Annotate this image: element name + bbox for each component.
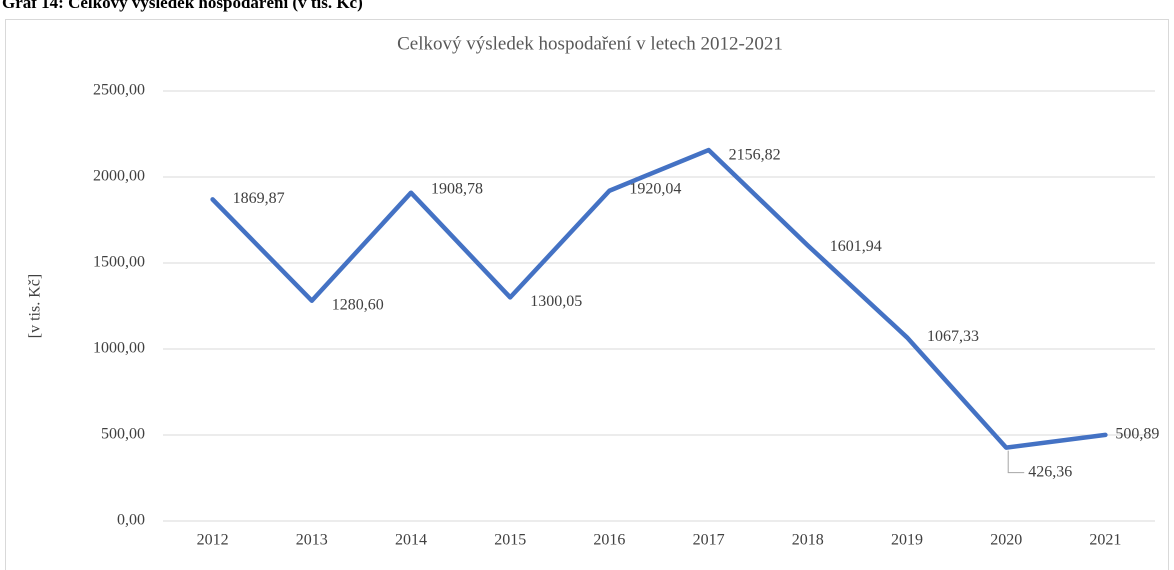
x-tick-label: 2013 bbox=[296, 532, 328, 549]
data-label: 1869,87 bbox=[233, 190, 285, 207]
y-tick-label: 2500,00 bbox=[93, 82, 145, 99]
x-tick-label: 2020 bbox=[990, 532, 1022, 549]
chart-title: Celkový výsledek hospodaření v letech 20… bbox=[397, 33, 783, 54]
y-tick-label: 1000,00 bbox=[93, 340, 145, 357]
x-tick-label: 2017 bbox=[693, 532, 725, 549]
y-tick-label: 1500,00 bbox=[93, 254, 145, 271]
data-label: 1908,78 bbox=[431, 180, 483, 197]
data-label: 1300,05 bbox=[530, 293, 582, 310]
x-tick-label: 2012 bbox=[197, 532, 229, 549]
y-tick-label: 0,00 bbox=[117, 512, 145, 529]
data-label: 1067,33 bbox=[927, 328, 979, 345]
y-axis-label: [v tis. Kč] bbox=[27, 274, 44, 338]
x-tick-label: 2018 bbox=[792, 532, 824, 549]
data-label: 426,36 bbox=[1028, 463, 1072, 480]
caption: Graf 14: Celkový výsledek hospodaření (v… bbox=[2, 0, 363, 12]
y-tick-label: 500,00 bbox=[101, 426, 145, 443]
line-series bbox=[210, 147, 1108, 450]
x-tick-label: 2021 bbox=[1089, 532, 1121, 549]
leader-line bbox=[1007, 450, 1025, 474]
x-tick-label: 2019 bbox=[891, 532, 923, 549]
chart-border bbox=[5, 19, 1169, 570]
x-tick-label: 2014 bbox=[395, 532, 427, 549]
data-label: 2156,82 bbox=[729, 147, 781, 164]
x-tick-label: 2015 bbox=[494, 532, 526, 549]
x-tick-label: 2016 bbox=[593, 532, 625, 549]
y-tick-label: 2000,00 bbox=[93, 168, 145, 185]
data-label: 1280,60 bbox=[332, 296, 384, 313]
data-label: 500,89 bbox=[1115, 426, 1159, 443]
data-label: 1920,04 bbox=[629, 180, 681, 197]
data-label: 1601,94 bbox=[830, 238, 882, 255]
